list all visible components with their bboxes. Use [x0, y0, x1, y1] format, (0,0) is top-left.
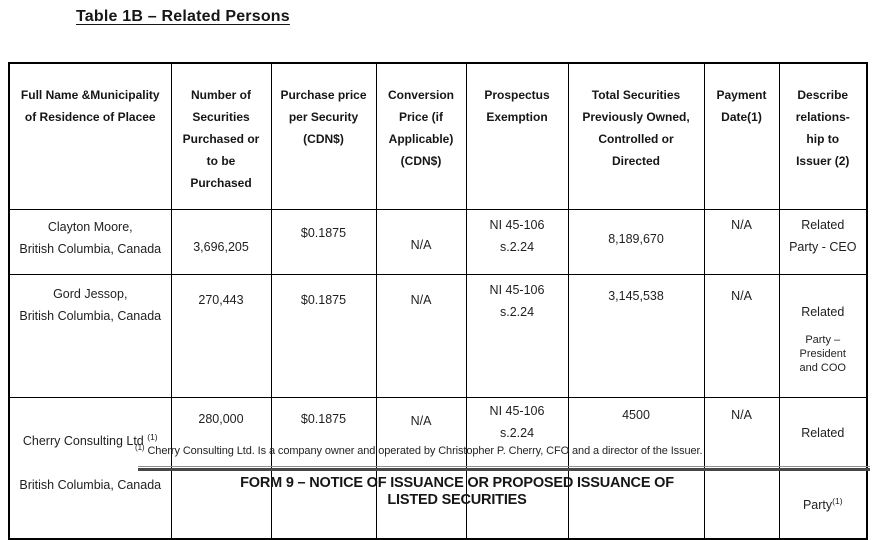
footnote-text: Cherry Consulting Ltd. Is a company owne… — [147, 445, 703, 457]
cell-conversion-price: N/A — [375, 208, 467, 275]
divider-line — [138, 466, 870, 471]
col-header-payment-date: Payment Date(1) — [703, 62, 780, 210]
cell-placee-name: Clayton Moore, British Columbia, Canada — [8, 208, 172, 275]
col-header-number-securities: Number of Securities Purchased or to be … — [170, 62, 272, 210]
footnote-marker: (1) — [135, 443, 145, 452]
cell-purchase-price: $0.1875 — [270, 273, 377, 398]
col-header-purchase-price: Purchase price per Security (CDN$) — [270, 62, 377, 210]
col-header-conversion-price: Conversion Price (if Applicable) (CDN$) — [375, 62, 467, 210]
cell-relationship: Related Party – President and COO — [778, 273, 868, 398]
table-title: Table 1B – Related Persons — [76, 8, 290, 25]
col-header-relationship: Describe relations- hip to Issuer (2) — [778, 62, 868, 210]
cell-relationship: Related Party - CEO — [778, 208, 868, 275]
footnote-ref-1: (1) — [832, 495, 843, 506]
col-header-full-name: Full Name &Municipality of Residence of … — [8, 62, 172, 210]
cell-conversion-price: N/A — [375, 273, 467, 398]
cell-payment-date: N/A — [703, 208, 780, 275]
cell-total-securities: 3,145,538 — [567, 273, 705, 398]
cell-payment-date: N/A — [703, 273, 780, 398]
relationship-main: Related — [801, 304, 845, 319]
table-row: Clayton Moore, British Columbia, Canada … — [8, 208, 868, 275]
cell-number-securities: 270,443 — [170, 273, 272, 398]
cell-number-securities: 3,696,205 — [170, 208, 272, 275]
placee-name-line2: British Columbia, Canada — [19, 477, 162, 492]
relationship-detail: Party(1) — [802, 495, 843, 512]
cell-prospectus-exemption: NI 45-106 s.2.24 — [465, 208, 569, 275]
form-title-line1: FORM 9 – NOTICE OF ISSUANCE OR PROPOSED … — [240, 475, 674, 491]
relationship-detail: Party – President and COO — [799, 333, 846, 374]
table-row: Gord Jessop, British Columbia, Canada 27… — [8, 273, 868, 398]
form-title: FORM 9 – NOTICE OF ISSUANCE OR PROPOSED … — [0, 475, 874, 508]
col-header-prospectus-exemption: Prospectus Exemption — [465, 62, 569, 210]
related-persons-table: Full Name &Municipality of Residence of … — [8, 62, 868, 540]
cell-purchase-price: $0.1875 — [270, 208, 377, 275]
placee-name-line1: Cherry Consulting Ltd (1) — [22, 431, 158, 448]
relationship-main: Related — [801, 425, 845, 440]
footnote-ref-1: (1) — [147, 431, 158, 442]
col-header-total-securities: Total Securities Previously Owned, Contr… — [567, 62, 705, 210]
document-page: Table 1B – Related Persons Full Name &Mu… — [0, 8, 874, 540]
cell-placee-name: Gord Jessop, British Columbia, Canada — [8, 273, 172, 398]
cell-total-securities: 8,189,670 — [567, 208, 705, 275]
footnote: (1) Cherry Consulting Ltd. Is a company … — [135, 443, 703, 458]
form-title-line2: LISTED SECURITIES — [387, 491, 527, 508]
table-header-row: Full Name &Municipality of Residence of … — [8, 62, 868, 210]
cell-prospectus-exemption: NI 45-106 s.2.24 — [465, 273, 569, 398]
